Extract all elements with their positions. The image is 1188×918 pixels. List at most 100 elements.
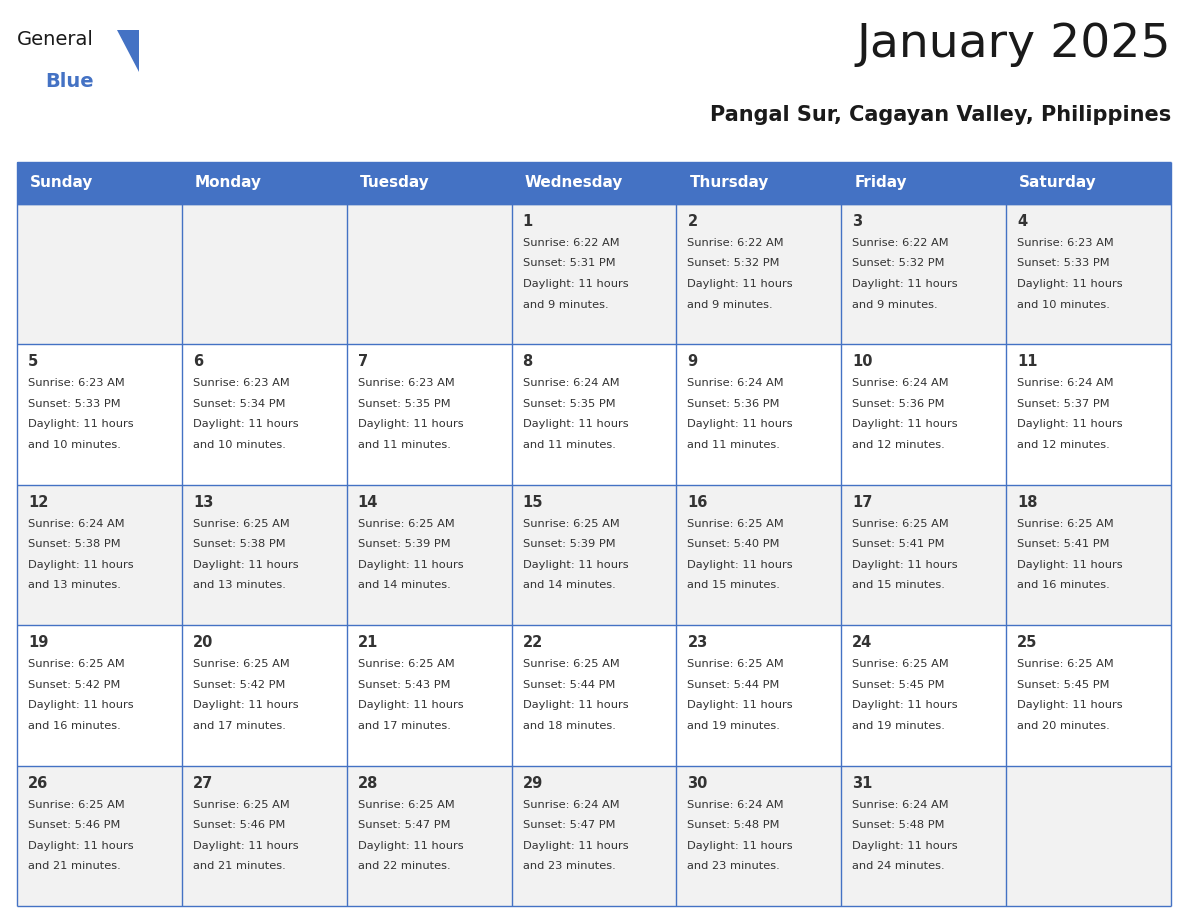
- Text: Daylight: 11 hours: Daylight: 11 hours: [852, 420, 958, 430]
- Text: Daylight: 11 hours: Daylight: 11 hours: [358, 420, 463, 430]
- Bar: [182, 162, 347, 204]
- Text: Daylight: 11 hours: Daylight: 11 hours: [852, 560, 958, 570]
- Text: Sunset: 5:33 PM: Sunset: 5:33 PM: [29, 399, 121, 409]
- Text: 9: 9: [688, 354, 697, 369]
- Text: 25: 25: [1017, 635, 1037, 650]
- Text: Daylight: 11 hours: Daylight: 11 hours: [523, 841, 628, 851]
- Text: Sunrise: 6:23 AM: Sunrise: 6:23 AM: [192, 378, 290, 388]
- Text: and 16 minutes.: and 16 minutes.: [29, 721, 121, 731]
- Bar: [347, 625, 512, 766]
- Text: 4: 4: [1017, 214, 1028, 229]
- Text: Sunrise: 6:25 AM: Sunrise: 6:25 AM: [852, 659, 949, 669]
- Text: Sunset: 5:39 PM: Sunset: 5:39 PM: [358, 539, 450, 549]
- Text: Daylight: 11 hours: Daylight: 11 hours: [1017, 560, 1123, 570]
- Text: Blue: Blue: [45, 72, 94, 91]
- Text: Sunset: 5:38 PM: Sunset: 5:38 PM: [192, 539, 285, 549]
- Text: 22: 22: [523, 635, 543, 650]
- Text: Sunrise: 6:24 AM: Sunrise: 6:24 AM: [29, 519, 125, 529]
- Text: Sunset: 5:47 PM: Sunset: 5:47 PM: [523, 820, 615, 830]
- Text: Sunset: 5:43 PM: Sunset: 5:43 PM: [358, 679, 450, 689]
- Bar: [841, 485, 1006, 625]
- Polygon shape: [116, 30, 139, 72]
- Text: 21: 21: [358, 635, 378, 650]
- Text: 3: 3: [852, 214, 862, 229]
- Text: Sunrise: 6:23 AM: Sunrise: 6:23 AM: [358, 378, 455, 388]
- Text: Sunset: 5:36 PM: Sunset: 5:36 PM: [852, 399, 944, 409]
- Text: Daylight: 11 hours: Daylight: 11 hours: [1017, 420, 1123, 430]
- Text: Sunrise: 6:25 AM: Sunrise: 6:25 AM: [688, 519, 784, 529]
- Bar: [17, 485, 182, 625]
- Text: Daylight: 11 hours: Daylight: 11 hours: [29, 420, 133, 430]
- Text: Sunrise: 6:24 AM: Sunrise: 6:24 AM: [688, 378, 784, 388]
- Bar: [512, 766, 676, 906]
- Text: Daylight: 11 hours: Daylight: 11 hours: [192, 560, 298, 570]
- Text: Pangal Sur, Cagayan Valley, Philippines: Pangal Sur, Cagayan Valley, Philippines: [709, 105, 1171, 125]
- Text: 10: 10: [852, 354, 873, 369]
- Text: Daylight: 11 hours: Daylight: 11 hours: [29, 700, 133, 711]
- Text: Daylight: 11 hours: Daylight: 11 hours: [358, 700, 463, 711]
- Text: Sunrise: 6:25 AM: Sunrise: 6:25 AM: [358, 519, 455, 529]
- Bar: [512, 162, 676, 204]
- Text: Saturday: Saturday: [1019, 175, 1097, 191]
- Text: and 9 minutes.: and 9 minutes.: [523, 299, 608, 309]
- Text: Sunset: 5:41 PM: Sunset: 5:41 PM: [1017, 539, 1110, 549]
- Text: Sunrise: 6:25 AM: Sunrise: 6:25 AM: [1017, 659, 1114, 669]
- Bar: [17, 766, 182, 906]
- Text: January 2025: January 2025: [857, 22, 1171, 67]
- Text: 16: 16: [688, 495, 708, 509]
- Text: Sunset: 5:34 PM: Sunset: 5:34 PM: [192, 399, 285, 409]
- Bar: [676, 162, 841, 204]
- Bar: [841, 204, 1006, 344]
- Text: 15: 15: [523, 495, 543, 509]
- Bar: [841, 344, 1006, 485]
- Text: Sunrise: 6:23 AM: Sunrise: 6:23 AM: [29, 378, 125, 388]
- Text: Sunset: 5:37 PM: Sunset: 5:37 PM: [1017, 399, 1110, 409]
- Bar: [347, 766, 512, 906]
- Text: 31: 31: [852, 776, 873, 790]
- Text: Daylight: 11 hours: Daylight: 11 hours: [688, 420, 794, 430]
- Text: Sunset: 5:46 PM: Sunset: 5:46 PM: [29, 820, 120, 830]
- Text: 23: 23: [688, 635, 708, 650]
- Bar: [17, 625, 182, 766]
- Text: and 15 minutes.: and 15 minutes.: [688, 580, 781, 590]
- Text: Sunrise: 6:24 AM: Sunrise: 6:24 AM: [523, 800, 619, 810]
- Text: and 21 minutes.: and 21 minutes.: [192, 861, 285, 871]
- Text: Daylight: 11 hours: Daylight: 11 hours: [358, 841, 463, 851]
- Bar: [1006, 485, 1171, 625]
- Text: Sunset: 5:39 PM: Sunset: 5:39 PM: [523, 539, 615, 549]
- Text: and 12 minutes.: and 12 minutes.: [1017, 440, 1110, 450]
- Text: Daylight: 11 hours: Daylight: 11 hours: [358, 560, 463, 570]
- Text: Daylight: 11 hours: Daylight: 11 hours: [29, 841, 133, 851]
- Text: 20: 20: [192, 635, 213, 650]
- Text: 8: 8: [523, 354, 533, 369]
- Text: Sunrise: 6:25 AM: Sunrise: 6:25 AM: [192, 659, 290, 669]
- Text: Sunset: 5:41 PM: Sunset: 5:41 PM: [852, 539, 944, 549]
- Bar: [676, 485, 841, 625]
- Text: Sunset: 5:46 PM: Sunset: 5:46 PM: [192, 820, 285, 830]
- Text: and 10 minutes.: and 10 minutes.: [29, 440, 121, 450]
- Text: Sunset: 5:42 PM: Sunset: 5:42 PM: [29, 679, 120, 689]
- Text: Sunrise: 6:25 AM: Sunrise: 6:25 AM: [192, 800, 290, 810]
- Bar: [1006, 204, 1171, 344]
- Text: 6: 6: [192, 354, 203, 369]
- Text: and 24 minutes.: and 24 minutes.: [852, 861, 944, 871]
- Bar: [17, 204, 182, 344]
- Bar: [676, 766, 841, 906]
- Bar: [182, 766, 347, 906]
- Bar: [1006, 625, 1171, 766]
- Text: Sunset: 5:40 PM: Sunset: 5:40 PM: [688, 539, 781, 549]
- Text: and 9 minutes.: and 9 minutes.: [852, 299, 937, 309]
- Text: Sunrise: 6:22 AM: Sunrise: 6:22 AM: [688, 238, 784, 248]
- Text: Daylight: 11 hours: Daylight: 11 hours: [852, 700, 958, 711]
- Text: Tuesday: Tuesday: [360, 175, 430, 191]
- Text: 1: 1: [523, 214, 533, 229]
- Text: and 10 minutes.: and 10 minutes.: [192, 440, 286, 450]
- Text: Sunrise: 6:25 AM: Sunrise: 6:25 AM: [29, 659, 125, 669]
- Bar: [1006, 162, 1171, 204]
- Text: Daylight: 11 hours: Daylight: 11 hours: [523, 279, 628, 289]
- Text: 17: 17: [852, 495, 873, 509]
- Text: and 22 minutes.: and 22 minutes.: [358, 861, 450, 871]
- Text: 13: 13: [192, 495, 213, 509]
- Bar: [512, 625, 676, 766]
- Text: Sunrise: 6:25 AM: Sunrise: 6:25 AM: [523, 519, 619, 529]
